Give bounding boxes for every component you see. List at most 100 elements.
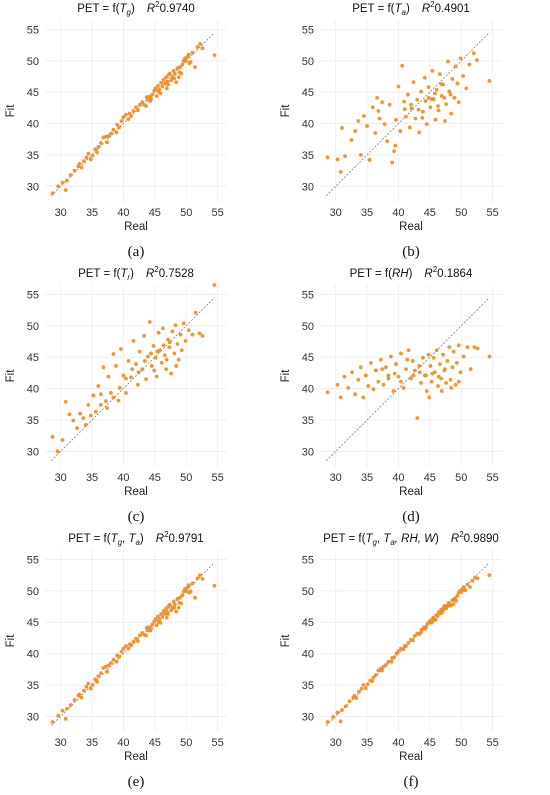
data-point	[389, 354, 393, 359]
chart-title: PET = f(RH) R20.1864	[350, 265, 473, 280]
x-tick-label: 55	[486, 472, 498, 484]
x-tick-label: 35	[361, 207, 373, 219]
panel-label: (a)	[128, 244, 145, 260]
data-point	[373, 131, 378, 135]
data-point	[380, 100, 385, 105]
data-point	[359, 686, 364, 691]
data-point	[436, 108, 441, 113]
data-point	[390, 656, 395, 660]
data-point	[164, 367, 169, 371]
y-tick-label: 30	[27, 711, 39, 723]
data-point	[430, 371, 435, 376]
data-point	[392, 371, 397, 376]
data-point	[325, 720, 330, 724]
data-point	[363, 686, 368, 690]
data-point	[86, 681, 91, 686]
x-tick-label: 40	[392, 472, 404, 484]
data-point	[393, 143, 398, 148]
data-point	[380, 367, 385, 371]
data-point	[396, 84, 401, 89]
data-point	[98, 402, 103, 407]
data-point	[127, 111, 132, 116]
x-tick-label: 30	[330, 737, 342, 749]
data-point	[148, 99, 153, 103]
data-point	[350, 370, 354, 375]
data-point	[475, 576, 480, 581]
y-tick-label: 35	[302, 150, 314, 162]
data-point	[435, 614, 440, 618]
data-point	[433, 117, 438, 122]
data-point	[338, 719, 343, 724]
data-point	[172, 76, 177, 81]
data-point	[81, 416, 86, 420]
data-point	[79, 165, 84, 170]
y-tick-label: 45	[302, 352, 314, 364]
y-axis-label: Fit	[280, 369, 292, 383]
data-point	[447, 89, 452, 94]
data-point	[417, 364, 422, 368]
data-point	[65, 706, 69, 711]
data-point	[437, 72, 442, 76]
data-point	[401, 647, 406, 652]
x-tick-label: 50	[180, 737, 192, 749]
data-point	[162, 353, 167, 358]
data-point	[161, 77, 166, 82]
data-point	[424, 122, 429, 127]
x-tick-label: 50	[455, 472, 467, 484]
data-point	[114, 364, 118, 368]
data-point	[455, 81, 460, 86]
data-point	[75, 426, 79, 430]
data-point	[156, 84, 160, 88]
data-point	[161, 343, 166, 348]
y-axis-label: Fit	[5, 634, 17, 648]
y-tick-label: 55	[27, 289, 39, 301]
data-point	[394, 117, 398, 122]
data-point	[165, 79, 170, 84]
data-point	[362, 114, 366, 118]
data-point	[390, 160, 395, 165]
data-point	[445, 359, 450, 363]
data-point	[67, 412, 72, 417]
data-point	[159, 80, 164, 85]
data-point	[449, 386, 454, 390]
data-point	[172, 605, 177, 610]
data-point	[126, 117, 131, 122]
data-point	[331, 715, 336, 719]
data-point	[417, 370, 422, 375]
data-point	[72, 698, 77, 702]
data-point	[150, 622, 155, 627]
data-point	[190, 581, 195, 586]
data-point	[171, 599, 176, 604]
data-point	[95, 150, 99, 155]
y-tick-label: 45	[302, 617, 314, 629]
data-point	[436, 374, 441, 379]
x-tick-label: 55	[486, 207, 498, 219]
data-point	[399, 379, 403, 384]
data-point	[392, 149, 396, 154]
data-point	[144, 633, 148, 638]
data-point	[412, 634, 417, 638]
data-point	[399, 351, 403, 356]
data-point	[436, 104, 440, 108]
data-point	[423, 626, 428, 631]
data-point	[180, 593, 185, 598]
data-point	[166, 612, 170, 616]
data-point	[160, 84, 165, 89]
data-point	[119, 347, 123, 351]
data-point	[198, 573, 202, 577]
data-point	[176, 357, 181, 362]
data-point	[154, 94, 159, 98]
data-point	[338, 395, 343, 400]
data-point	[335, 157, 340, 162]
data-point	[448, 377, 453, 382]
data-point	[109, 391, 113, 395]
data-point	[135, 108, 140, 113]
x-tick-label: 40	[392, 207, 404, 219]
data-point	[90, 683, 95, 687]
data-point	[151, 343, 156, 348]
data-point	[406, 348, 411, 353]
data-point	[370, 679, 374, 684]
data-point	[450, 77, 455, 81]
data-point	[424, 373, 428, 378]
data-point	[91, 393, 96, 398]
